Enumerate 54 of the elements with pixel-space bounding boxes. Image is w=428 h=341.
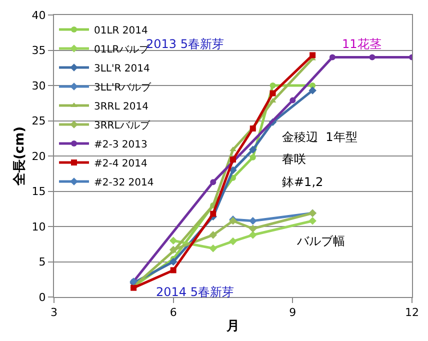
y-tick-label: 5 [38,256,46,269]
legend-label: #2-3 2013 [94,139,148,150]
point [310,52,316,58]
y-tick-label: 20 [32,150,46,163]
point [169,236,178,244]
y-tick-label: 15 [32,185,46,198]
point [169,258,178,266]
point [230,156,236,163]
annotation: 11花茎 [342,37,382,51]
y-tick-label: 35 [32,44,46,58]
point [329,54,336,60]
point [250,126,256,132]
point [248,146,257,154]
point [230,146,236,152]
point [270,90,276,96]
x-axis-title: 月 [226,318,240,334]
y-tick-label: 10 [32,220,46,234]
point [248,216,257,225]
point [308,86,316,94]
x-tick-label: 9 [289,306,296,320]
point [290,97,296,104]
legend-label: 3RRLバルブ [94,119,151,132]
point [210,179,216,186]
point [170,267,176,274]
point [248,231,257,239]
point [308,216,316,225]
x-tick-label: 3 [50,306,58,320]
x-tick-label: 6 [170,306,177,320]
y-axis-title: 全長(cm) [12,126,28,187]
y-tick-label: 0 [38,290,46,304]
point [209,231,218,239]
point [209,244,218,252]
point [210,210,216,217]
annotation: 金稜辺 1年型 [282,130,358,144]
legend-label: 3RRL 2014 [94,101,148,112]
x-tick-label: 12 [405,306,419,320]
legend-label: 3LL'R 2014 [94,63,150,74]
annotation: 鉢#1,2 [282,175,324,189]
legend-label: #2-4 2014 [94,158,148,170]
y-tick-label: 40 [32,8,46,22]
annotation: バルブ幅 [296,234,345,248]
y-tick-label: 25 [32,114,46,128]
point [369,54,376,60]
point [229,237,237,246]
legend-label: #2-32 2014 [94,177,154,188]
legend-label: 01LR 2014 [94,25,148,36]
point [250,154,256,160]
y-tick-label: 30 [32,79,46,92]
annotation: 春咲 [282,152,306,166]
annotation: 2014 5春新芽 [156,285,234,299]
point [169,246,178,254]
legend-label: 3LL'Rバルブ [94,81,152,94]
point [248,224,257,233]
point [270,82,276,88]
